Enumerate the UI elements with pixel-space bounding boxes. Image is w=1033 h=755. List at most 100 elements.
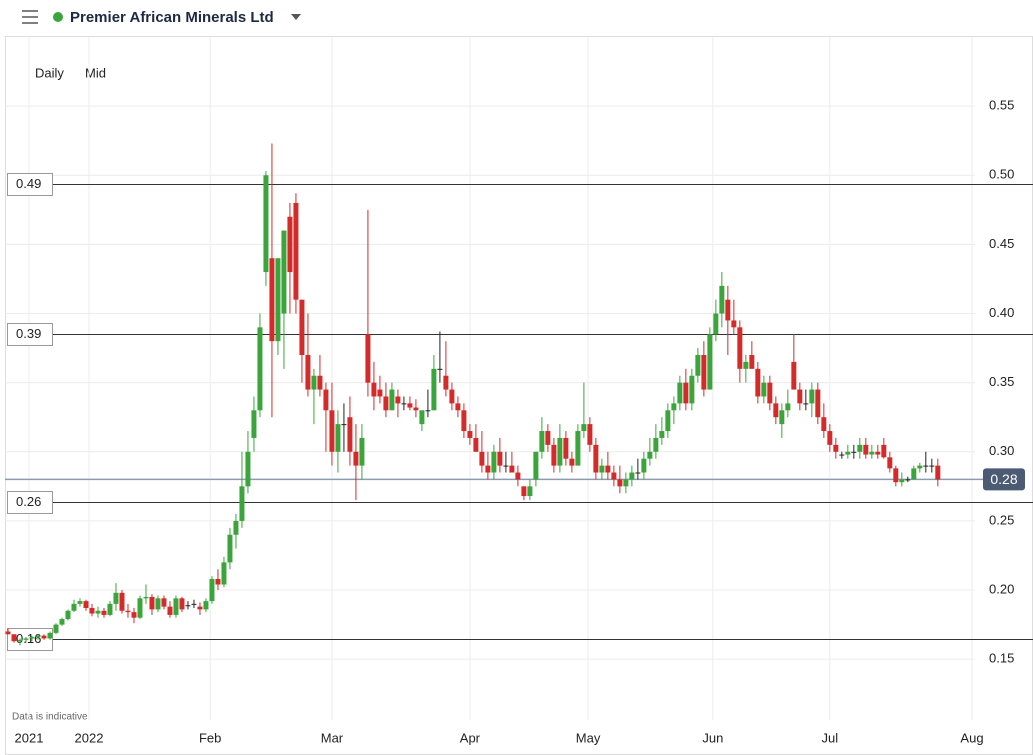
candle-body [671,403,677,411]
x-tick-label: May [576,730,601,745]
candle-body [713,313,719,335]
candle-body [137,598,143,618]
price-type-button[interactable]: Mid [85,65,106,80]
candle-body [527,486,533,497]
candle-body [539,431,545,452]
candle-body [5,631,11,635]
candle-body [647,451,653,459]
status-dot [53,12,63,22]
candle-body [881,444,887,458]
candle-body [533,451,539,480]
candle-body [437,368,443,370]
level-label-box [7,491,53,514]
candle-body [593,444,599,473]
candle-body [869,451,875,455]
candle-body [473,437,479,452]
candle-body [101,610,107,615]
y-tick-label: 0.40 [989,305,1014,320]
candle-body [755,368,761,397]
candle-body [875,451,881,455]
candle-body [443,375,449,390]
last-price-tag [983,468,1025,491]
candle-body [791,361,797,390]
candle-body [521,486,527,497]
candle-body [923,465,929,467]
candle-body [641,458,647,473]
candle-body [731,320,737,328]
candle-body [383,396,389,411]
candle-body [293,202,299,300]
candle-body [185,605,191,607]
candle-body [821,417,827,432]
candle-body [725,299,731,321]
candle-body [455,403,461,411]
candle-body [425,410,431,412]
candle-body [431,368,437,411]
instrument-title[interactable]: Premier African Minerals Ltd [70,9,274,26]
candle-body [407,403,413,408]
candle-body [887,457,893,469]
x-tick-label: Mar [321,730,344,745]
candle-body [509,465,515,473]
candle-body [197,606,203,610]
candle-body [623,479,629,487]
footnote: Data is indicative [12,712,88,723]
candle-body [905,479,911,481]
candle-body [785,403,791,411]
candle-body [779,410,785,425]
candle-body [503,465,509,467]
candle-body [581,424,587,432]
candle-body [929,465,935,467]
candle-body [413,407,419,411]
candle-body [233,520,239,535]
candle-body [125,610,131,613]
level-label-box [7,173,53,196]
candle-body [491,451,497,473]
candle-body [803,403,809,405]
x-tick-label: Aug [960,730,983,745]
candle-body [287,216,293,273]
candle-body [341,424,347,426]
candle-body [167,606,173,615]
candle-body [209,578,215,602]
interval-button[interactable]: Daily [35,65,64,80]
candle-body [653,437,659,452]
candle-body [113,592,119,604]
y-tick-label: 0.30 [989,443,1014,458]
candle-body [707,334,713,390]
candle-body [935,465,941,480]
candle-body [551,444,557,466]
candle-body [797,389,803,404]
candle-body [749,354,755,369]
candle-body [245,451,251,487]
candle-body [419,410,425,425]
y-tick-label: 0.45 [989,236,1014,251]
candle-body [65,610,71,620]
candle-body [605,465,611,473]
candle-body [587,424,593,445]
candle-body [737,327,743,369]
level-label: 0.39 [16,326,41,341]
candle-body [659,431,665,438]
level-label-box [7,323,53,346]
plot: 2021 2022 Feb Mar Apr May Jun Jul Aug 0.15 0.20 0.2… [5,37,1033,745]
menu-icon[interactable] [22,10,38,24]
candle-body [479,451,485,466]
candle-body [89,608,95,614]
y-tick-label: 0.20 [989,581,1014,596]
x-tick-label: Apr [460,730,481,745]
candle-body [149,596,155,610]
candle-body [563,437,569,459]
candle-body [275,258,281,342]
candle-body [665,410,671,432]
candle-body [317,375,323,390]
candle-body [857,444,863,452]
dropdown-arrow[interactable] [291,14,301,20]
candle-body [377,389,383,397]
candle-body [815,389,821,418]
candle-body [767,382,773,404]
candle-body [119,592,125,611]
candle-body [359,437,365,466]
candle-body [695,354,701,376]
candle-body [863,444,869,455]
